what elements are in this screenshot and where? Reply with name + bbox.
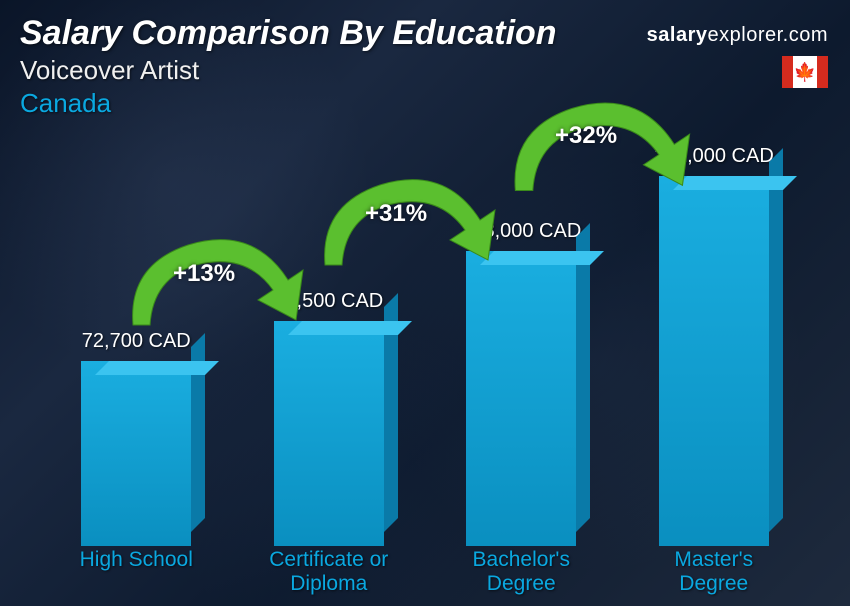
bar-value: 108,000 CAD bbox=[461, 220, 581, 243]
bar-group: 108,000 CAD bbox=[436, 220, 606, 546]
bar-label: High School bbox=[51, 548, 221, 596]
bar-label: Bachelor'sDegree bbox=[436, 548, 606, 596]
country-name: Canada bbox=[20, 88, 830, 119]
bar-3d bbox=[659, 176, 769, 546]
bar-top bbox=[659, 176, 783, 190]
bar-group: 82,500 CAD bbox=[244, 290, 414, 546]
x-axis-labels: High School Certificate orDiploma Bachelor… bbox=[40, 548, 810, 596]
bar-top bbox=[81, 361, 205, 375]
brand-logo: salaryexplorer.com bbox=[647, 24, 828, 47]
bar-group: 142,000 CAD bbox=[629, 145, 799, 546]
bar-label: Master'sDegree bbox=[629, 548, 799, 596]
bar-front bbox=[274, 321, 384, 546]
flag-center: 🍁 bbox=[793, 56, 817, 88]
flag-icon: 🍁 bbox=[782, 56, 828, 88]
bar-front bbox=[659, 176, 769, 546]
bar-3d bbox=[274, 321, 384, 546]
bar-value: 72,700 CAD bbox=[82, 330, 191, 353]
bar-label: Certificate orDiploma bbox=[244, 548, 414, 596]
bar-side bbox=[576, 223, 590, 532]
flag-stripe-right bbox=[817, 56, 828, 88]
brand-bold: salary bbox=[647, 24, 708, 46]
job-title: Voiceover Artist bbox=[20, 55, 830, 86]
bar-side bbox=[769, 148, 783, 532]
brand-rest: explorer.com bbox=[708, 24, 829, 46]
bar-front bbox=[81, 361, 191, 546]
bar-value: 142,000 CAD bbox=[654, 145, 774, 168]
bar-group: 72,700 CAD bbox=[51, 330, 221, 546]
bar-front bbox=[466, 251, 576, 546]
bar-value: 82,500 CAD bbox=[274, 290, 383, 313]
bar-top bbox=[274, 321, 398, 335]
flag-stripe-left bbox=[782, 56, 793, 88]
bar-3d bbox=[466, 251, 576, 546]
bar-3d bbox=[81, 361, 191, 546]
maple-leaf-icon: 🍁 bbox=[794, 63, 816, 81]
bar-top bbox=[466, 251, 590, 265]
bar-chart: 72,700 CAD82,500 CAD108,000 CAD142,000 C… bbox=[40, 150, 810, 546]
